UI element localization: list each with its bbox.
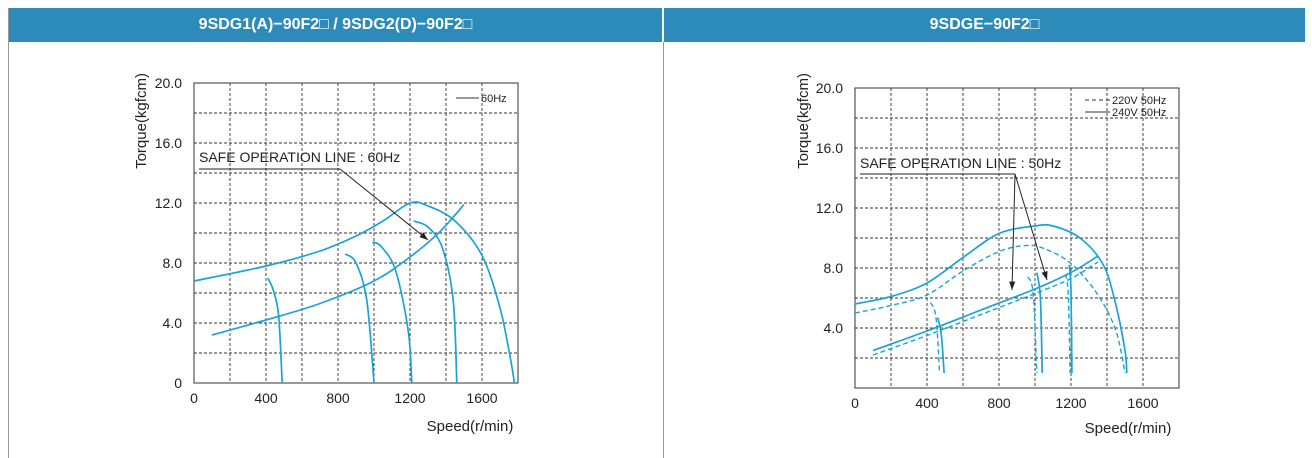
y-tick-label: 0 xyxy=(174,375,182,391)
series-line xyxy=(1068,264,1073,374)
series-line xyxy=(193,201,516,384)
series-curves xyxy=(854,223,1128,374)
arrow-head xyxy=(1009,281,1016,290)
x-tick-label: 800 xyxy=(987,395,1011,411)
x-axis-label: Speed(r/min) xyxy=(427,418,514,435)
y-axis-label: Torque(kgfcm) xyxy=(795,73,812,169)
series-line-dashed xyxy=(872,261,1099,356)
y-tick-label: 16.0 xyxy=(816,140,843,156)
series-line xyxy=(371,241,413,384)
safe-operation-label: SAFE OPERATION LINE : 60Hz xyxy=(199,149,400,165)
y-tick-labels: 4.0 8.0 12.0 16.0 20.0 xyxy=(816,80,843,336)
x-tick-label: 400 xyxy=(915,395,939,411)
series-line xyxy=(267,277,284,384)
series-line-dashed xyxy=(929,302,941,374)
safe-operation-annotation: SAFE OPERATION LINE : 50Hz xyxy=(860,155,1061,291)
plot-border xyxy=(193,82,519,384)
y-tick-label: 20.0 xyxy=(816,80,843,96)
panel-divider xyxy=(663,42,664,458)
x-tick-label: 1200 xyxy=(1055,395,1086,411)
y-tick-label: 16.0 xyxy=(155,135,182,151)
series-line xyxy=(344,253,375,384)
annotation-arrow xyxy=(339,168,429,241)
legend: 60Hz xyxy=(456,93,507,105)
y-tick-label: 12.0 xyxy=(816,200,843,216)
panel-title-right: 9SDGE−90F2□ xyxy=(664,8,1305,42)
x-axis-label: Speed(r/min) xyxy=(1085,420,1172,437)
series-line xyxy=(211,203,465,336)
x-tick-label: 400 xyxy=(254,390,278,406)
arrow-head xyxy=(419,232,428,240)
y-tick-label: 4.0 xyxy=(824,320,844,336)
series-line xyxy=(413,220,458,384)
legend-label: 240V 50Hz xyxy=(1112,107,1166,119)
figure-frame: 9SDG1(A)−90F2□ / 9SDG2(D)−90F2□ 9SDGE−90… xyxy=(8,8,1305,458)
x-tick-label: 1600 xyxy=(466,390,497,406)
gridlines xyxy=(193,82,519,384)
series-line-dashed xyxy=(1064,273,1071,374)
safe-operation-label: SAFE OPERATION LINE : 50Hz xyxy=(860,155,1061,171)
y-tick-label: 8.0 xyxy=(824,260,844,276)
y-axis-label: Torque(kgfcm) xyxy=(133,73,150,169)
gridlines xyxy=(854,87,1180,389)
series-line-dashed xyxy=(1027,276,1038,374)
y-tick-label: 12.0 xyxy=(155,195,182,211)
safe-operation-annotation: SAFE OPERATION LINE : 60Hz xyxy=(199,149,429,241)
x-tick-labels: 0 400 800 1200 1600 xyxy=(851,395,1159,411)
x-tick-label: 800 xyxy=(326,390,350,406)
y-tick-label: 8.0 xyxy=(163,255,183,271)
plot-area xyxy=(193,82,519,384)
annotation-arrow xyxy=(1014,173,1048,281)
legend-label: 220V 50Hz xyxy=(1112,95,1166,107)
legend-label: 60Hz xyxy=(481,93,507,105)
x-tick-label: 0 xyxy=(190,390,198,406)
y-tick-label: 4.0 xyxy=(163,315,183,331)
series-curves xyxy=(193,201,516,384)
panel-title-left: 9SDG1(A)−90F2□ / 9SDG2(D)−90F2□ xyxy=(9,8,663,42)
x-tick-label: 1600 xyxy=(1127,395,1158,411)
arrow-head xyxy=(1041,271,1048,280)
series-line-dashed xyxy=(854,244,1126,374)
series-line xyxy=(854,223,1128,374)
plot-area xyxy=(854,87,1180,389)
y-tick-label: 20.0 xyxy=(155,75,182,91)
x-tick-label: 1200 xyxy=(394,390,425,406)
x-tick-labels: 0 400 800 1200 1600 xyxy=(190,390,498,406)
series-line xyxy=(936,317,945,374)
x-tick-label: 0 xyxy=(851,395,859,411)
y-tick-labels: 0 4.0 8.0 12.0 16.0 20.0 xyxy=(155,75,182,391)
series-line xyxy=(1035,272,1044,374)
series-line xyxy=(872,255,1099,352)
plot-border xyxy=(854,87,1180,389)
annotation-arrow xyxy=(1011,173,1016,291)
